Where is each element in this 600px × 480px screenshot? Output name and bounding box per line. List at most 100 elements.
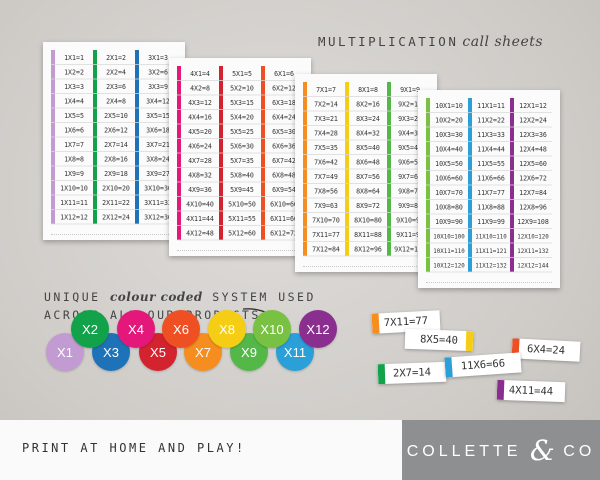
fact-cell: 6X1=6 (274, 70, 294, 78)
fact-cell: 5X8=40 (230, 171, 254, 179)
fact-cell: 4X3=12 (188, 99, 212, 107)
fact-cell: 7X2=14 (314, 100, 338, 108)
fact-cell: 11X7=77 (477, 189, 505, 197)
fact-cell: 2X5=10 (104, 112, 128, 120)
fact-cell: 1X3=3 (64, 83, 84, 91)
fact-cell: 6X6=36 (272, 142, 296, 150)
fact-cell: 8X3=24 (356, 115, 380, 123)
fact-cell: 10X6=60 (435, 174, 463, 182)
colour-dot-x2: X2 (71, 310, 109, 348)
fact-cell: 11X8=88 (477, 203, 505, 211)
flash-card: 8X5=40 (404, 328, 474, 352)
tagline-part: UNIQUE (44, 290, 101, 304)
fact-cell: 11X11=121 (475, 249, 507, 255)
fact-cell: 9X1=9 (400, 86, 420, 94)
fact-cell: 9X10=90 (396, 216, 424, 224)
fact-cell: 1X7=7 (64, 141, 84, 149)
fact-cell: 2X12=24 (102, 213, 130, 221)
fact-cell: 7X8=56 (314, 187, 338, 195)
fact-cell: 3X10=30 (144, 184, 172, 192)
fact-cell: 2X4=8 (106, 97, 126, 105)
fact-cell: 7X6=42 (314, 158, 338, 166)
fact-cell: 6X2=12 (272, 84, 296, 92)
fact-cell: 11X5=55 (477, 160, 505, 168)
card-colour-band (496, 379, 505, 401)
fact-cell: 12X10=120 (517, 234, 549, 240)
fact-cell: 3X4=12 (146, 97, 170, 105)
fact-cell: 2X6=12 (104, 126, 128, 134)
brand-logo: COLLETTE & CO (402, 420, 600, 480)
card-colour-band (444, 357, 453, 378)
colour-dot-x8: X8 (208, 310, 246, 348)
fact-cell: 11X2=22 (477, 116, 505, 124)
fact-cell: 4X9=36 (188, 186, 212, 194)
fact-cell: 7X9=63 (314, 202, 338, 210)
colour-dot-x4: X4 (117, 310, 155, 348)
page-heading: MULTIPLICATION call sheets (318, 34, 543, 50)
fact-cell: 8X10=80 (354, 216, 382, 224)
fact-cell: 7X5=35 (314, 144, 338, 152)
card-colour-band (377, 363, 386, 385)
fact-cell: 1X4=4 (64, 97, 84, 105)
fact-cell: 1X9=9 (64, 170, 84, 178)
fact-cell: 6X10=60 (270, 200, 298, 208)
call-sheet-10-12: 10X1=10 11X1=11 12X1=12 10X2=20 11X2=22 12X2=… (418, 90, 560, 288)
fact-cell: 9X11=99 (396, 231, 424, 239)
fact-cell: 12X5=60 (519, 160, 547, 168)
fact-cell: 5X5=25 (230, 128, 254, 136)
fact-cell: 12X4=48 (519, 145, 547, 153)
fact-cell: 9X8=72 (398, 187, 422, 195)
fact-cell: 7X1=7 (316, 86, 336, 94)
fact-cell: 10X5=50 (435, 160, 463, 168)
fact-cell: 9X12=108 (394, 245, 426, 253)
fact-cell: 10X8=80 (435, 203, 463, 211)
fact-cell: 8X8=64 (356, 187, 380, 195)
fact-cell: 4X11=44 (186, 215, 214, 223)
fact-cell: 2X11=22 (102, 199, 130, 207)
fact-cell: 11X4=44 (477, 145, 505, 153)
fact-cell: 8X11=88 (354, 231, 382, 239)
fact-cell: 3X5=15 (146, 112, 170, 120)
fact-cell: 5X7=35 (230, 157, 254, 165)
fact-cell: 5X2=10 (230, 84, 254, 92)
fact-cell: 4X12=48 (186, 229, 214, 237)
fact-cell: 12X1=12 (519, 102, 547, 110)
fact-cell: 3X9=27 (146, 170, 170, 178)
fact-cell: 10X3=30 (435, 131, 463, 139)
fact-cell: 12X11=132 (517, 249, 548, 255)
sheet-grid: 4X1=4 5X1=5 6X1=6 4X2=8 5X2=10 6X2=12 4X3=12 5X… (177, 66, 303, 241)
call-sheet-4-6: 4X1=4 5X1=5 6X1=6 4X2=8 5X2=10 6X2=12 4X3=12 5X… (169, 58, 311, 256)
fact-cell: 6X12=72 (270, 229, 298, 237)
fact-cell: 4X2=8 (190, 84, 210, 92)
fact-cell: 6X8=48 (272, 171, 296, 179)
fact-cell: 2X3=6 (106, 83, 126, 91)
fact-cell: 11X3=33 (477, 131, 505, 139)
fact-cell: 9X2=18 (398, 100, 422, 108)
fact-cell: 1X6=6 (64, 126, 84, 134)
fact-cell: 7X12=84 (312, 245, 340, 253)
call-sheet-7-9: 7X1=7 8X1=8 9X1=9 7X2=14 8X2=16 9X2=18 7X3=21 8… (295, 74, 437, 272)
fact-cell: 2X1=2 (106, 54, 126, 62)
heading-main: MULTIPLICATION (318, 34, 459, 49)
fact-cell: 10X4=40 (435, 145, 463, 153)
fact-cell: 1X12=12 (60, 213, 88, 221)
fact-cell: 12X9=108 (517, 218, 549, 226)
card-text: 4X11=44 (508, 384, 554, 398)
fact-cell: 10X7=70 (435, 189, 463, 197)
fact-cell: 12X2=24 (519, 116, 547, 124)
fact-cell: 3X7=21 (146, 141, 170, 149)
fact-cell: 3X1=3 (148, 54, 168, 62)
colour-dot-x6: X6 (162, 310, 200, 348)
fact-cell: 8X5=40 (356, 144, 380, 152)
fact-cell: 1X10=10 (60, 184, 88, 192)
fact-cell: 1X8=8 (64, 155, 84, 163)
fact-cell: 1X1=1 (64, 54, 84, 62)
fact-cell: 5X1=5 (232, 70, 252, 78)
fact-cell: 10X9=90 (435, 218, 463, 226)
fact-cell: 3X8=24 (146, 155, 170, 163)
fact-cell: 3X11=33 (144, 199, 172, 207)
fact-cell: 12X7=84 (519, 189, 547, 197)
fact-cell: 10X1=10 (435, 102, 463, 110)
fact-cell: 4X1=4 (190, 70, 210, 78)
colour-dot-x12: X12 (299, 310, 337, 348)
